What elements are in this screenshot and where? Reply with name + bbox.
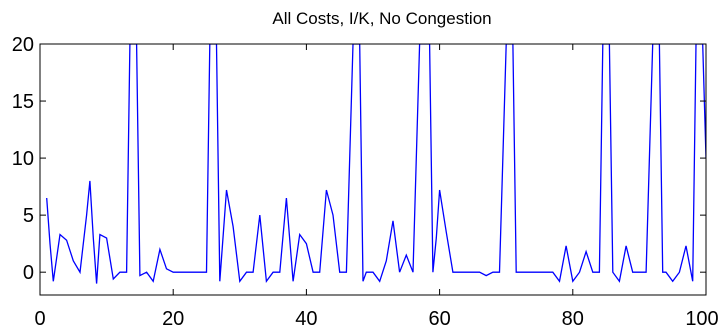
y-tick-label: 15 <box>12 91 34 113</box>
y-tick-label: 0 <box>23 262 34 284</box>
plot-area <box>39 43 707 296</box>
series-line-1 <box>46 44 706 284</box>
y-tick-label: 10 <box>12 148 34 170</box>
x-tick-label: 80 <box>562 308 584 330</box>
y-tick-label: 20 <box>12 34 34 56</box>
x-tick-label: 60 <box>428 308 450 330</box>
x-tick-label: 0 <box>34 308 45 330</box>
x-tick-label: 100 <box>685 308 718 330</box>
y-tick-label: 5 <box>23 205 34 227</box>
chart-title: All Costs, I/K, No Congestion <box>272 9 491 28</box>
x-tick-label: 40 <box>295 308 317 330</box>
x-tick-label: 20 <box>162 308 184 330</box>
